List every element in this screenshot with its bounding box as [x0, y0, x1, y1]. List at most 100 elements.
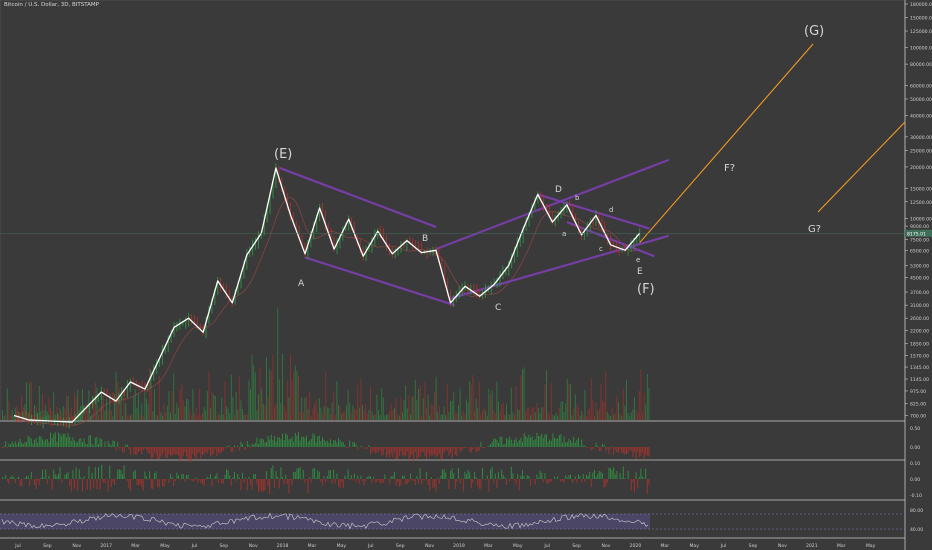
- volume-bar: [630, 412, 632, 420]
- oscillator-1-bar: [526, 437, 528, 447]
- volume-bar: [222, 414, 224, 420]
- oscillator-1-bar: [475, 447, 477, 453]
- oscillator-1-bar: [536, 432, 538, 447]
- oscillator-2-bar: [326, 475, 328, 479]
- volume-bar: [413, 396, 415, 420]
- time-axis-tick-label: Sep: [43, 543, 52, 549]
- oscillator-1-bar: [480, 441, 482, 447]
- oscillator-2-bar: [54, 474, 56, 479]
- oscillator-1-bar: [392, 447, 394, 458]
- oscillator-1-bar: [173, 447, 175, 454]
- oscillator-2-bar: [342, 479, 344, 489]
- oscillator-1-bar: [371, 447, 373, 453]
- oscillator-1-bar: [534, 439, 536, 447]
- oscillator-1-bar: [226, 447, 227, 449]
- oscillator-2-bar: [218, 479, 219, 483]
- oscillator-1-bar: [598, 447, 600, 452]
- oscillator-2-bar: [67, 472, 69, 479]
- oscillator-2-bar: [317, 470, 319, 479]
- oscillator-1-bar: [275, 441, 277, 447]
- oscillator-2-bar: [405, 479, 407, 485]
- volume-bar: [235, 391, 237, 420]
- oscillator-1-bar: [349, 440, 351, 447]
- volume-bar: [154, 389, 155, 420]
- oscillator-1-bar: [211, 447, 213, 456]
- volume-bar: [618, 402, 619, 420]
- oscillator-1-bar: [243, 447, 245, 449]
- volume-bar: [486, 415, 488, 420]
- volume-bar: [510, 387, 512, 420]
- volume-bar: [485, 410, 487, 420]
- oscillator-2-bar: [250, 479, 251, 485]
- oscillator-2-bar: [379, 479, 381, 484]
- oscillator-2-bar: [610, 468, 611, 479]
- oscillator-2-bar: [515, 479, 517, 485]
- oscillator-2-bar: [440, 475, 442, 479]
- volume-bar: [99, 406, 101, 420]
- oscillator-1-bar: [11, 441, 13, 447]
- volume-bar: [189, 409, 191, 420]
- oscillator-1-bar: [469, 447, 471, 452]
- volume-bar: [133, 396, 135, 420]
- oscillator-1-bar: [426, 447, 427, 460]
- volume-bar: [493, 410, 495, 420]
- volume-bar: [150, 385, 152, 420]
- volume-bar: [358, 407, 360, 420]
- oscillator-1-bar: [493, 438, 495, 447]
- time-axis-tick-label: Jul: [14, 543, 21, 549]
- oscillator-1-bar: [418, 447, 419, 457]
- volume-bar: [299, 412, 301, 420]
- oscillator-2-bar: [94, 467, 96, 479]
- oscillator-1-bar: [400, 447, 402, 452]
- oscillator-2-bar: [395, 479, 397, 486]
- channel-layer: [279, 158, 670, 307]
- oscillator-2-bar: [358, 479, 360, 484]
- oscillator-1-bar: [163, 447, 165, 452]
- oscillator-1-bar: [451, 447, 453, 459]
- oscillator-2-bar: [502, 474, 504, 479]
- oscillator-1-bar: [355, 444, 357, 447]
- volume-bar: [306, 396, 307, 420]
- oscillator-2-bar: [466, 474, 467, 479]
- price-axis-tick-label: 25000.00: [910, 148, 932, 154]
- volume-bar: [610, 415, 611, 420]
- oscillator-2-bar: [91, 472, 93, 479]
- volume-bar: [333, 391, 335, 420]
- oscillator-2-bar: [37, 479, 39, 481]
- volume-bar: [149, 367, 151, 420]
- volume-bar: [550, 383, 552, 420]
- volume-bar: [11, 410, 13, 420]
- volume-bar: [322, 413, 323, 420]
- time-axis-tick-label: Mar: [837, 543, 846, 549]
- oscillator-2-bar: [200, 479, 202, 484]
- oscillator-1-bar: [323, 439, 325, 447]
- volume-bar: [270, 370, 272, 420]
- volume-bar: [34, 405, 35, 420]
- volume-bar: [251, 355, 253, 420]
- oscillator-2-bar: [90, 479, 91, 491]
- wave-label-e: e: [636, 256, 640, 264]
- oscillator-2-bar: [422, 479, 424, 481]
- oscillator-1-bar: [18, 441, 19, 447]
- oscillator-2-bar: [11, 475, 13, 479]
- oscillator-2-bar: [550, 479, 552, 482]
- volume-bar: [125, 403, 127, 420]
- oscillator-1-bar: [406, 447, 408, 452]
- oscillator-2-bar: [70, 479, 72, 492]
- oscillator-1-bar: [307, 442, 309, 447]
- volume-bar: [243, 415, 245, 420]
- oscillator-2-bar: [499, 479, 501, 481]
- volume-bar: [579, 415, 581, 420]
- oscillator-1-bar: [366, 447, 368, 449]
- oscillator-2-bar: [42, 469, 43, 479]
- oscillator-1-bar: [35, 438, 37, 447]
- volume-bar: [171, 391, 173, 420]
- volume-bar: [267, 397, 269, 420]
- oscillator-2-bar: [13, 477, 15, 479]
- volume-bar: [74, 392, 75, 420]
- oscillator-2-bar: [264, 479, 266, 491]
- oscillator-2-bar: [341, 479, 343, 483]
- oscillator-1-bar: [610, 447, 611, 449]
- volume-bar: [522, 369, 523, 420]
- oscillator-1-bar: [416, 447, 418, 460]
